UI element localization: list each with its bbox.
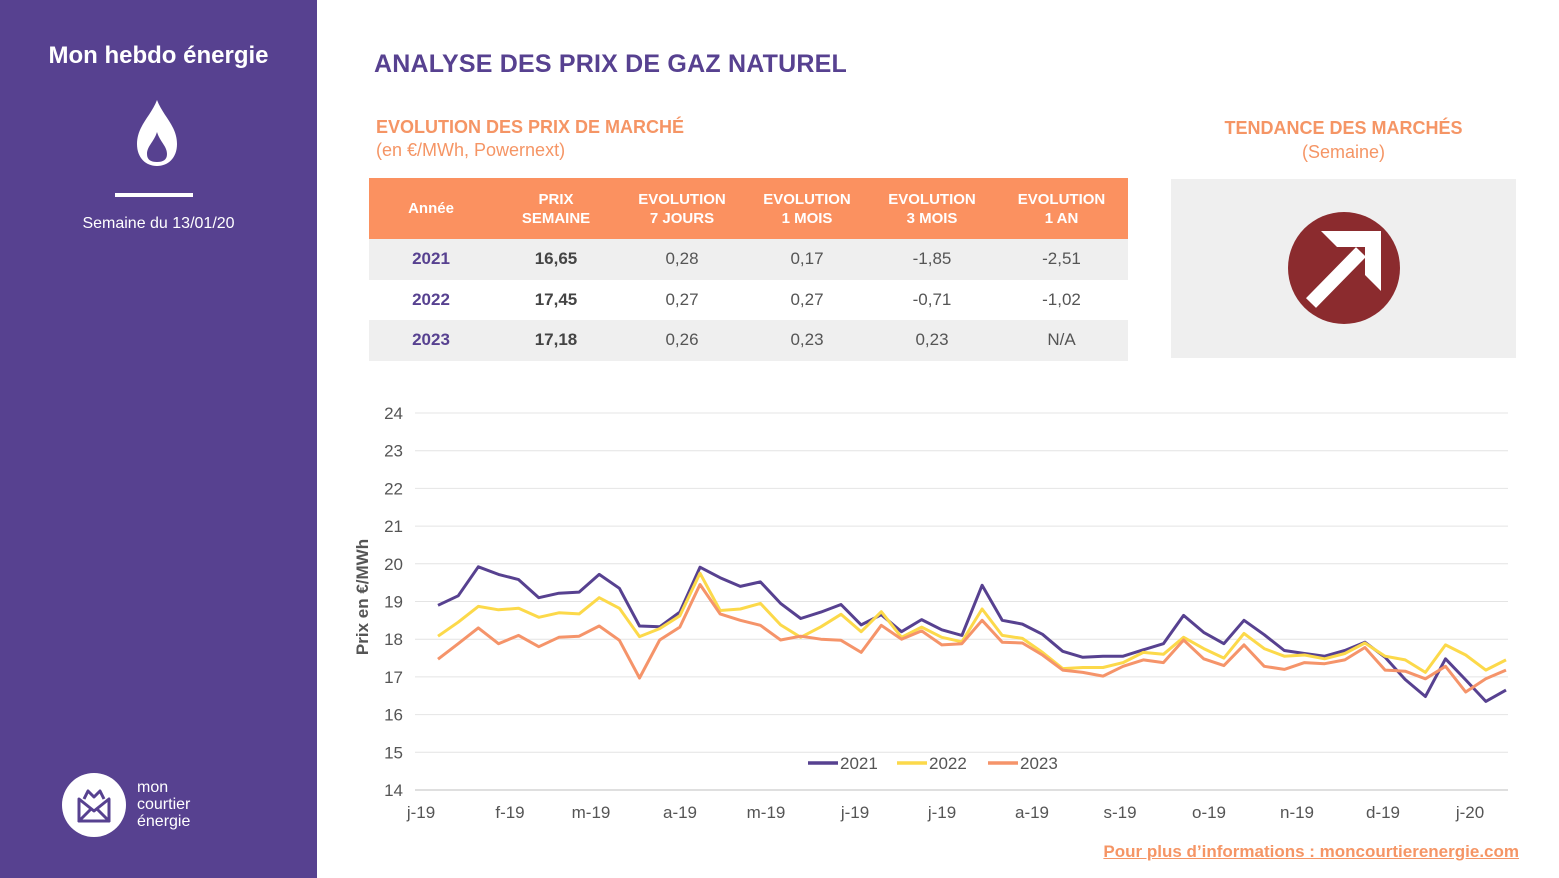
logo-line-1: mon [137,779,169,796]
chart-grid [415,412,1508,791]
cell-price: 16,65 [493,239,619,280]
header-evol-1y: EVOLUTION 1 AN [995,178,1128,239]
header-evol-3m-line1: EVOLUTION [888,190,976,208]
x-tick-label: s-19 [1103,803,1136,822]
trend-title: TENDANCE DES MARCHÉS [1224,118,1463,138]
table-row: 2022 17,45 0,27 0,27 -0,71 -1,02 [369,280,1128,321]
y-tick-labels: 14 15 16 17 18 19 20 21 22 23 24 [384,404,403,800]
x-tick-label: n-19 [1280,803,1314,822]
x-tick-label: j-19 [927,803,956,822]
company-logo [62,773,126,837]
header-price: PRIX SEMAINE [493,178,619,239]
x-tick-label: j-20 [1455,803,1484,822]
legend-label-2023: 2023 [1020,754,1058,773]
cell-year: 2021 [369,239,493,280]
cell-evol-1m: 0,27 [790,289,824,309]
section-title: EVOLUTION DES PRIX DE MARCHÉ [376,117,685,137]
y-tick-label: 14 [384,781,403,800]
cell-evol-3m: -1,85 [869,239,995,280]
x-tick-label: j-19 [840,803,869,822]
x-tick-label: j-19 [406,803,435,822]
trend-up-arrow-icon [1288,212,1400,324]
y-axis-label: Prix en €/MWh [353,539,372,655]
logo-line-2: courtier [137,796,191,813]
cell-evol-1y: N/A [995,320,1128,361]
header-evol-7d: EVOLUTION 7 JOURS [619,178,745,239]
header-evol-3m-line2: 3 MOIS [906,209,958,227]
header-price-line1: PRIX [538,190,574,208]
header-evol-1y-line1: EVOLUTION [1017,190,1106,208]
price-table: Année PRIX SEMAINE EVOLUTION 7 JOURS EVOLU… [369,178,1128,361]
cell-price: 17,18 [493,320,619,361]
brand-title: Mon hebdo énergie [48,42,269,69]
header-evol-1m: EVOLUTION 1 MOIS [745,178,869,239]
sidebar: Mon hebdo énergie Semaine du 13/01/20 mo… [0,0,317,878]
x-tick-label: o-19 [1192,803,1226,822]
x-tick-labels: j-19 f-19 m-19 a-19 m-19 j-19 j-19 a-19 s-19 o-19… [406,803,1484,822]
cell-evol-1y: -2,51 [995,239,1128,280]
y-tick-label: 21 [384,517,403,536]
header-price-line2: SEMAINE [521,209,591,227]
cell-evol-1m: 0,17 [745,239,869,280]
header-evol-7d-line2: 7 JOURS [649,209,715,227]
x-tick-label: a-19 [663,803,697,822]
logo-text: mon courtier énergie [137,779,190,830]
envelope-icon [77,789,111,823]
week-label: Semaine du 13/01/20 [82,215,235,232]
legend-label-2022: 2022 [929,754,967,773]
cell-evol-3m: -0,71 [912,289,952,309]
y-tick-label: 22 [384,479,403,498]
x-tick-label: d-19 [1366,803,1400,822]
cell-year: 2023 [369,320,493,361]
sidebar-divider [115,193,193,197]
table-row: 2021 16,65 0,28 0,17 -1,85 -2,51 [369,239,1128,280]
header-evol-1y-line2: 1 AN [1044,209,1079,227]
chart-legend: 2021 2022 2023 [808,754,1058,773]
y-tick-label: 17 [384,668,403,687]
header-year: Année [369,178,493,239]
series-line-2021 [437,565,1507,703]
trend-note: (Semaine) [1301,142,1386,162]
y-tick-label: 20 [384,555,403,574]
series-line-2022 [437,571,1507,674]
cell-price: 17,45 [534,289,578,309]
legend-label-2021: 2021 [840,754,878,773]
header-year-label: Année [408,200,454,217]
x-tick-label: a-19 [1015,803,1049,822]
x-tick-label: m-19 [572,803,611,822]
trend-panel [1171,179,1516,358]
header-evol-3m: EVOLUTION 3 MOIS [869,178,995,239]
cell-evol-1m: 0,23 [745,320,869,361]
header-evol-7d-line1: EVOLUTION [638,190,726,208]
cell-evol-7d: 0,27 [665,289,699,309]
header-evol-1m-line1: EVOLUTION [763,190,851,208]
page-title: ANALYSE DES PRIX DE GAZ NATUREL [374,50,847,78]
header-evol-1m-line2: 1 MOIS [781,209,833,227]
chart-series [437,565,1507,703]
table-header-row: Année PRIX SEMAINE EVOLUTION 7 JOURS EVOLU… [369,178,1128,239]
cell-evol-7d: 0,26 [619,320,745,361]
y-tick-label: 15 [384,743,403,762]
cell-year: 2022 [412,289,450,309]
series-line-2023 [437,583,1507,694]
y-tick-label: 19 [384,593,403,612]
footer-link[interactable]: Pour plus d’informations : moncourtieren… [1103,842,1519,861]
cell-evol-3m: 0,23 [869,320,995,361]
table-row: 2023 17,18 0,26 0,23 0,23 N/A [369,320,1128,361]
logo-line-3: énergie [137,813,191,830]
flame-icon [137,100,177,166]
x-tick-label: m-19 [747,803,786,822]
y-tick-label: 24 [384,404,403,423]
y-tick-label: 16 [384,706,403,725]
x-tick-label: f-19 [495,803,524,822]
y-tick-label: 18 [384,630,403,649]
y-tick-label: 23 [384,442,403,461]
cell-evol-7d: 0,28 [619,239,745,280]
section-note: (en €/MWh, Powernext) [376,140,566,160]
cell-evol-1y: -1,02 [1042,289,1081,309]
